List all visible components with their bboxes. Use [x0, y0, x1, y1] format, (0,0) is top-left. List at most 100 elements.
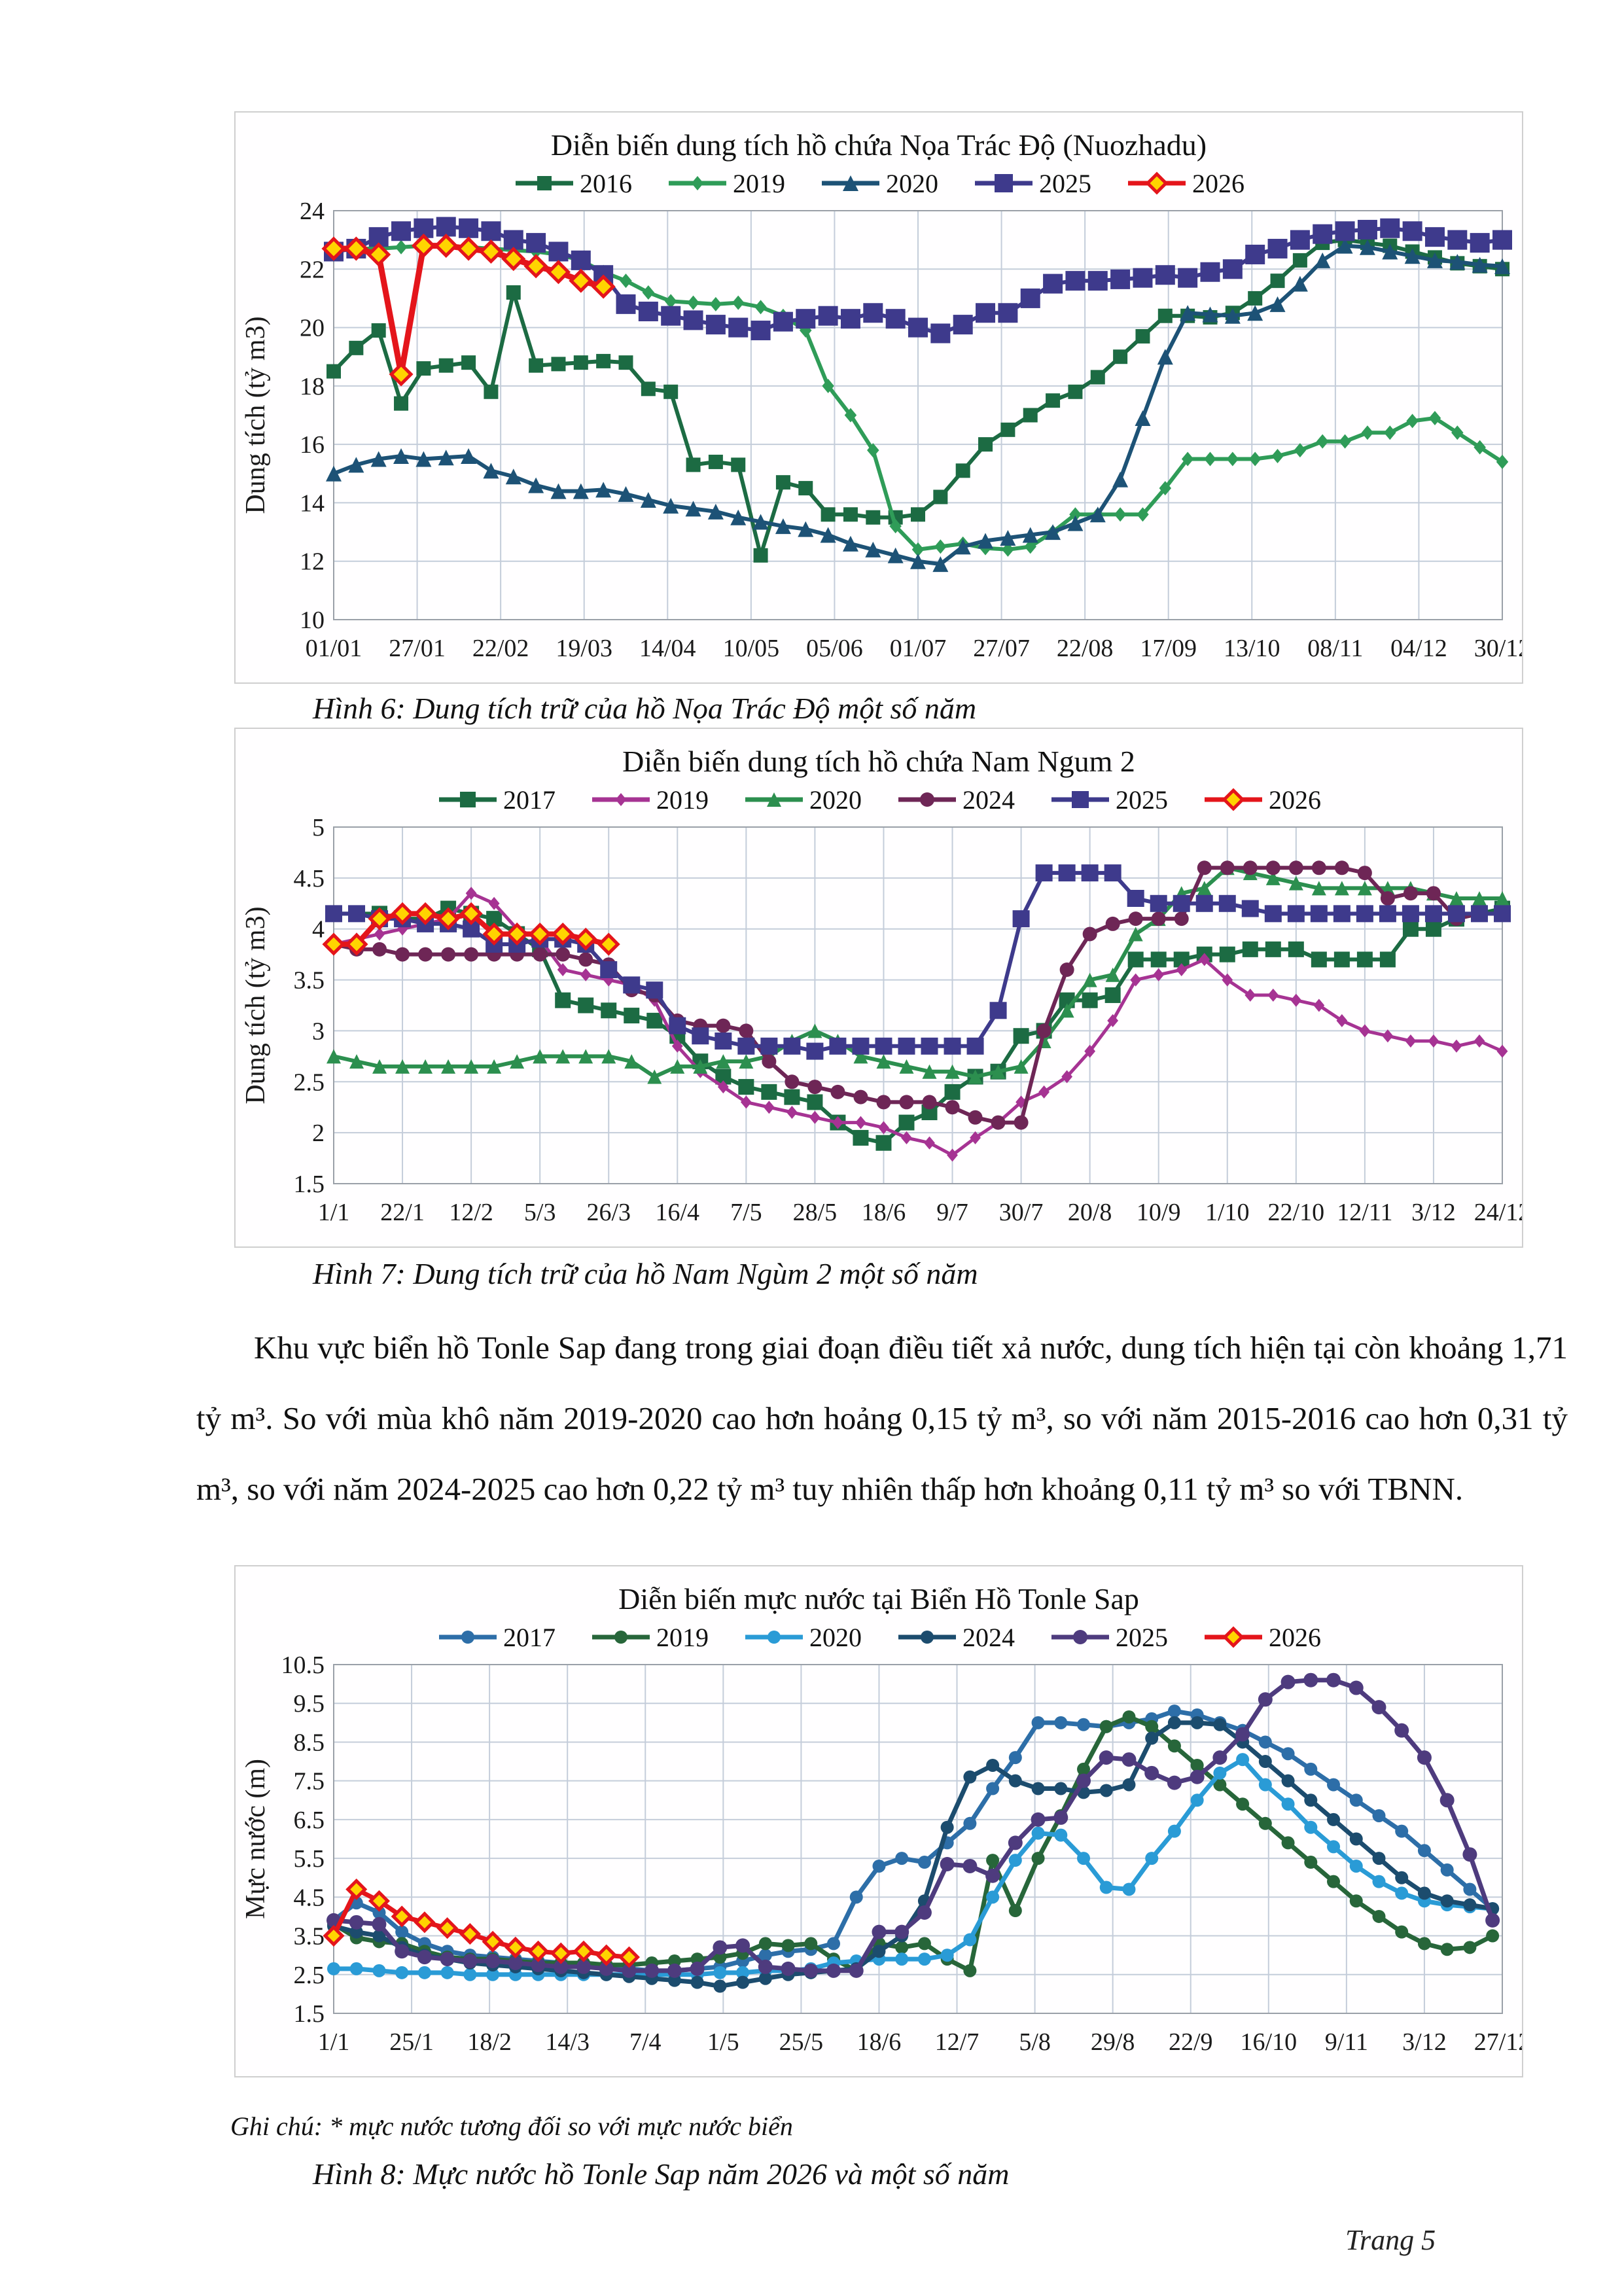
svg-text:3: 3	[312, 1017, 325, 1045]
legend-marker-2025-icon	[1051, 791, 1109, 809]
svg-text:10/9: 10/9	[1137, 1199, 1181, 1226]
legend-label-2017: 2017	[503, 1622, 556, 1652]
legend-label-2020: 2020	[809, 1622, 862, 1652]
svg-text:10.5: 10.5	[281, 1653, 325, 1679]
svg-text:3.5: 3.5	[294, 966, 325, 994]
svg-text:22: 22	[300, 256, 325, 283]
legend-item-2025: 2025	[1049, 1622, 1168, 1653]
legend-marker-2016-icon	[516, 176, 573, 191]
svg-text:22/9: 22/9	[1169, 2028, 1213, 2056]
svg-text:16: 16	[300, 431, 325, 459]
svg-text:8.5: 8.5	[294, 1729, 325, 1756]
svg-text:6.5: 6.5	[294, 1807, 325, 1834]
svg-text:14/04: 14/04	[639, 635, 696, 662]
svg-text:16/10: 16/10	[1241, 2028, 1297, 2056]
svg-text:22/02: 22/02	[472, 635, 529, 662]
legend-item-2020: 2020	[743, 1622, 862, 1653]
chart-title-tonlesap: Diễn biến mực nước tại Biển Hồ Tonle Sap	[618, 1582, 1139, 1616]
svg-text:22/1: 22/1	[380, 1199, 425, 1226]
legend-label-2026: 2026	[1269, 785, 1321, 815]
legend-item-2016: 2016	[513, 168, 632, 199]
legend-item-2026: 2026	[1125, 168, 1244, 199]
figure-namngum2-chart: Diễn biến dung tích hồ chứa Nam Ngum 2 2…	[234, 728, 1530, 1250]
caption-figure-8: Hình 8: Mực nước hồ Tonle Sap năm 2026 v…	[313, 2157, 1010, 2191]
legend-label-2020: 2020	[886, 168, 938, 198]
legend-marker-2019-icon	[669, 176, 726, 191]
chart-plot-tonlesap: 1.5 2.5 3.5 4.5 5.5 6.5 7.5 8.5 9.5 10.5 1/1 25/1 18…	[236, 1651, 1530, 2079]
svg-text:30/12: 30/12	[1474, 635, 1522, 662]
svg-text:2.5: 2.5	[294, 1069, 325, 1096]
legend-marker-2020-icon	[822, 175, 879, 192]
svg-text:18: 18	[300, 373, 325, 400]
svg-text:2.5: 2.5	[294, 1962, 325, 1989]
svg-text:18/2: 18/2	[467, 2028, 512, 2056]
svg-text:7/5: 7/5	[730, 1199, 762, 1226]
chart-plot-nuozhadu: 10 12 14 16 18 20 22 24 01/01 27/01 22/02 19/03 14/0…	[236, 198, 1530, 686]
svg-text:9/7: 9/7	[936, 1199, 968, 1226]
legend-label-2025: 2025	[1116, 1622, 1168, 1652]
legend-label-2024: 2024	[962, 1622, 1015, 1652]
svg-text:16/4: 16/4	[656, 1199, 700, 1226]
svg-text:1/1: 1/1	[318, 2028, 350, 2056]
svg-text:22/10: 22/10	[1268, 1199, 1325, 1226]
svg-text:18/6: 18/6	[862, 1199, 906, 1226]
svg-text:Mực nước (m): Mực nước (m)	[241, 1759, 271, 1919]
legend-marker-2020-icon	[745, 792, 803, 807]
legend-label-2025: 2025	[1039, 168, 1091, 198]
svg-text:30/7: 30/7	[999, 1199, 1044, 1226]
figure-nuozhadu-chart: Diễn biến dung tích hồ chứa Nọa Trác Độ …	[234, 111, 1530, 686]
legend-label-2024: 2024	[962, 785, 1015, 815]
svg-text:5/3: 5/3	[524, 1199, 556, 1226]
svg-text:Dung tích (tỷ m3): Dung tích (tỷ m3)	[241, 316, 271, 514]
caption-figure-6: Hình 6: Dung tích trữ của hồ Nọa Trác Độ…	[313, 692, 977, 725]
svg-text:27/07: 27/07	[973, 635, 1030, 662]
legend-item-2025: 2025	[1049, 785, 1168, 815]
svg-text:1/5: 1/5	[707, 2028, 739, 2056]
svg-text:24: 24	[300, 199, 325, 225]
svg-text:3/12: 3/12	[1411, 1199, 1456, 1226]
legend-item-2026: 2026	[1202, 785, 1321, 815]
legend-item-2020: 2020	[743, 785, 862, 815]
chart-plot-namngum2: 1.5 2 2.5 3 3.5 4 4.5 5 1/1 22/1 12/2 5/3 26/3 16/4 7/…	[236, 814, 1530, 1250]
legend-marker-2019-icon	[592, 1631, 650, 1644]
svg-text:4.5: 4.5	[294, 865, 325, 892]
svg-text:29/8: 29/8	[1091, 2028, 1135, 2056]
svg-text:24/12: 24/12	[1474, 1199, 1522, 1226]
svg-text:25/1: 25/1	[389, 2028, 434, 2056]
svg-text:12/7: 12/7	[935, 2028, 980, 2056]
chart-canvas: 1.5 2.5 3.5 4.5 5.5 6.5 7.5 8.5 9.5 10.5 1/1 25/1 18…	[241, 1651, 1530, 2056]
legend-item-2019: 2019	[590, 785, 709, 815]
legend-label-2019: 2019	[733, 168, 785, 198]
svg-text:27/12: 27/12	[1474, 2028, 1522, 2056]
legend-marker-2024-icon	[898, 1631, 956, 1644]
svg-text:9/11: 9/11	[1325, 2028, 1368, 2056]
legend-label-2026: 2026	[1192, 168, 1244, 198]
footnote-water-level: Ghi chú: * mực nước tương đối so với mực…	[230, 2111, 793, 2141]
legend-label-2026: 2026	[1269, 1622, 1321, 1652]
svg-text:14/3: 14/3	[545, 2028, 590, 2056]
chart-title-nuozhadu: Diễn biến dung tích hồ chứa Nọa Trác Độ …	[550, 128, 1207, 162]
svg-text:17/09: 17/09	[1140, 635, 1197, 662]
svg-text:12/11: 12/11	[1337, 1199, 1392, 1226]
legend-label-2020: 2020	[809, 785, 862, 815]
chart-canvas: 10 12 14 16 18 20 22 24 01/01 27/01 22/02 19/03 14/0…	[241, 198, 1530, 662]
legend-item-2019: 2019	[666, 168, 785, 199]
legend-marker-2024-icon	[898, 792, 956, 807]
legend-marker-2025-icon	[1051, 1630, 1109, 1645]
legend-marker-2019-icon	[592, 793, 650, 807]
svg-text:22/08: 22/08	[1057, 635, 1114, 662]
svg-text:2: 2	[312, 1120, 325, 1147]
svg-text:20/8: 20/8	[1068, 1199, 1112, 1226]
svg-text:Dung tích (tỷ m3): Dung tích (tỷ m3)	[241, 906, 271, 1104]
svg-text:10: 10	[300, 607, 325, 634]
legend-tonlesap: 2017 2019 2020 2024 2025 2026	[436, 1622, 1321, 1653]
svg-text:3.5: 3.5	[294, 1922, 325, 1950]
legend-item-2026: 2026	[1202, 1622, 1321, 1653]
svg-text:12: 12	[300, 548, 325, 576]
legend-namngum2: 2017 2019 2020 2024 2025 2026	[436, 785, 1321, 815]
figure-tonlesap-chart: Diễn biến mực nước tại Biển Hồ Tonle Sap…	[234, 1565, 1530, 2079]
svg-text:04/12: 04/12	[1390, 635, 1447, 662]
legend-item-2025: 2025	[972, 168, 1091, 199]
legend-label-2016: 2016	[580, 168, 632, 198]
